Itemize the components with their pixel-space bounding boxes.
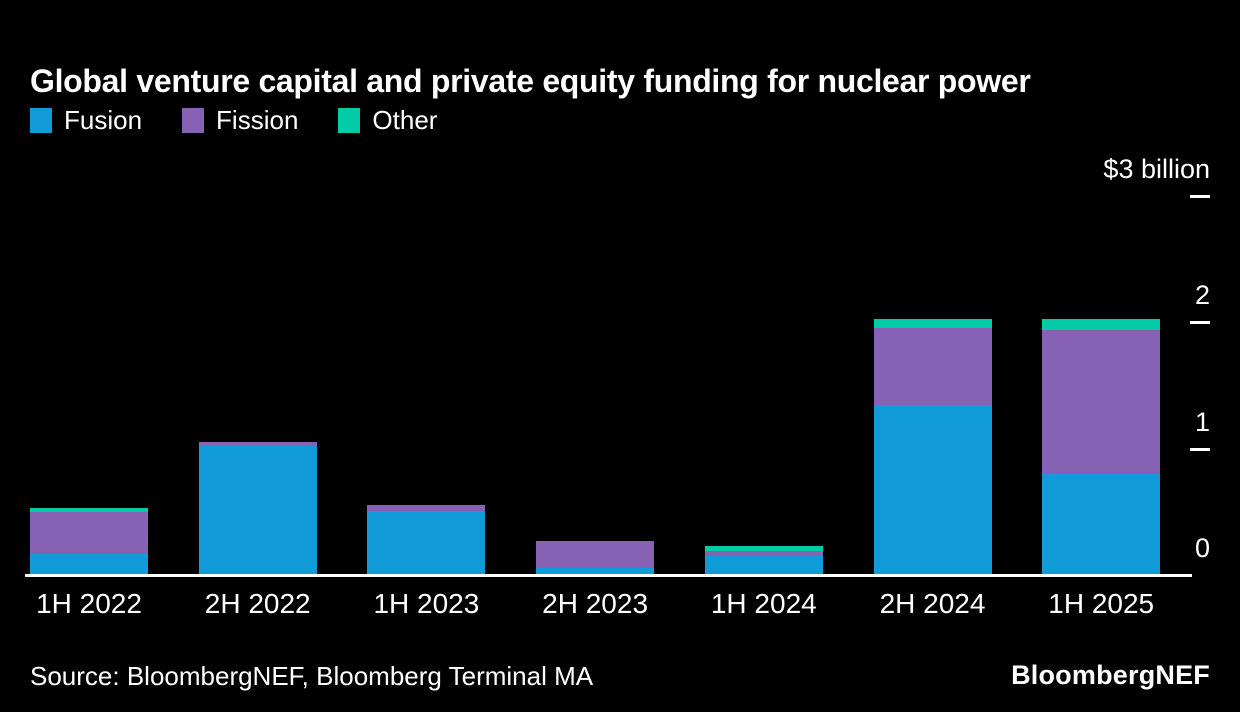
- x-axis-label-1h-2023: 1H 2023: [373, 588, 480, 619]
- x-axis-label-2h-2022: 2H 2022: [204, 588, 311, 619]
- bar-segment-fusion-2h-2023: [536, 568, 655, 574]
- y-axis-tick-1: [1190, 448, 1210, 451]
- bar-segment-fission-2h-2024: [873, 328, 992, 405]
- other-swatch-icon: [338, 107, 361, 133]
- bloomberg-nef-logo: BloombergNEF: [1011, 660, 1210, 690]
- bar-segment-fusion-2h-2024: [873, 405, 992, 574]
- bar-segment-other-1h-2025: [1042, 319, 1161, 330]
- y-axis-label-3: $3 billion: [1103, 154, 1210, 185]
- bar-segment-fusion-1h-2025: [1042, 473, 1161, 574]
- bar-1h-2022: [30, 508, 148, 574]
- bar-2h-2024: [873, 319, 992, 574]
- fusion-swatch-icon: [30, 107, 52, 133]
- legend-item-fission: Fission: [182, 107, 298, 133]
- bar-segment-fusion-1h-2024: [704, 556, 823, 574]
- y-axis-label-0: 0: [1194, 533, 1210, 563]
- bar-segment-other-1h-2024: [704, 546, 823, 551]
- bar-segment-fusion-1h-2022: [30, 554, 148, 574]
- legend-item-fusion: Fusion: [30, 107, 142, 133]
- legend-item-other: Other: [338, 107, 437, 133]
- y-axis-label-1: 1: [1194, 406, 1210, 437]
- bar-segment-fission-1h-2025: [1042, 330, 1161, 473]
- fission-swatch-icon: [182, 107, 205, 133]
- bar-segment-other-1h-2022: [30, 508, 148, 512]
- y-axis-tick-3: [1190, 195, 1210, 198]
- bar-segment-fission-1h-2022: [30, 512, 148, 554]
- bar-1h-2024: [704, 546, 823, 574]
- bar-segment-other-2h-2024: [873, 319, 992, 328]
- bar-2h-2022: [198, 442, 317, 574]
- legend-label-fusion: Fusion: [64, 105, 143, 135]
- bar-segment-fission-1h-2024: [704, 551, 823, 556]
- x-axis-label-2h-2024: 2H 2024: [879, 588, 986, 619]
- x-axis-label-1h-2025: 1H 2025: [1048, 588, 1155, 619]
- legend-label-other: Other: [372, 105, 438, 135]
- page-title: Global venture capital and private equit…: [30, 63, 1031, 100]
- legend: Fusion Fission Other: [30, 107, 437, 133]
- bar-segment-fusion-2h-2022: [198, 445, 317, 574]
- y-axis-label-2: 2: [1194, 280, 1210, 311]
- x-axis-label-1h-2022: 1H 2022: [36, 588, 142, 619]
- x-axis-label-2h-2023: 2H 2023: [542, 588, 649, 619]
- source-text: Source: BloombergNEF, Bloomberg Terminal…: [30, 661, 594, 691]
- x-axis-label-1h-2024: 1H 2024: [710, 588, 817, 619]
- legend-label-fission: Fission: [216, 105, 299, 135]
- x-axis-baseline: [25, 574, 1192, 577]
- bar-segment-fission-2h-2023: [536, 541, 655, 568]
- bar-1h-2025: [1042, 319, 1161, 574]
- bar-segment-fusion-1h-2023: [367, 511, 486, 574]
- bar-segment-fission-2h-2022: [198, 442, 317, 445]
- bar-segment-fission-1h-2023: [367, 505, 486, 511]
- y-axis-tick-2: [1190, 321, 1210, 324]
- bar-2h-2023: [536, 541, 655, 574]
- bar-1h-2023: [367, 505, 486, 574]
